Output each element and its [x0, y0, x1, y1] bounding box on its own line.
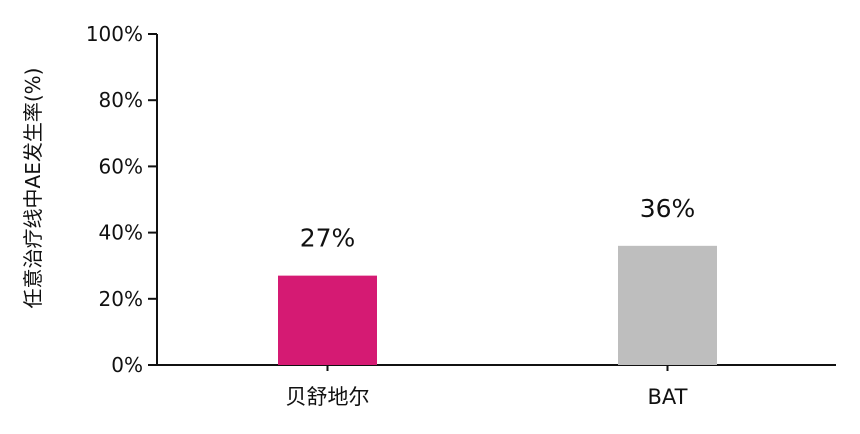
bar-2 [618, 245, 717, 365]
data-label: 27% [300, 224, 356, 253]
y-tick-label: 40% [99, 221, 143, 245]
y-tick-label: 0% [111, 353, 143, 377]
y-axis-label: 任意治疗线中AE发生率(%) [21, 68, 45, 309]
x-tick-label: 贝舒地尔 [286, 385, 370, 409]
y-tick-label: 100% [86, 22, 143, 46]
y-tick-label: 80% [99, 88, 143, 112]
y-tick-label: 20% [99, 287, 143, 311]
x-tick-label: BAT [648, 385, 688, 409]
bar-1 [278, 275, 377, 365]
data-label: 36% [640, 194, 696, 223]
y-tick-label: 60% [99, 154, 143, 178]
